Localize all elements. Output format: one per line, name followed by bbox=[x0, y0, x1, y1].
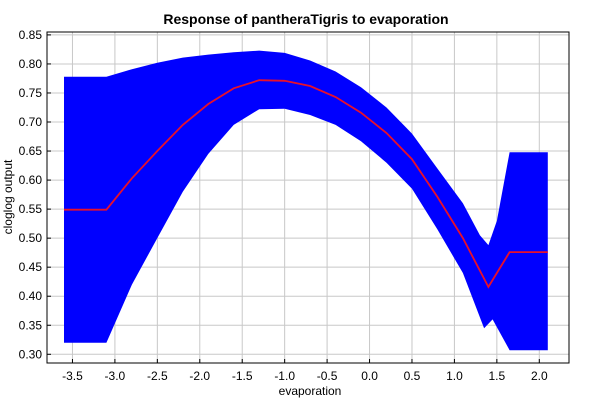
y-tick-label: 0.35 bbox=[19, 318, 43, 332]
y-tick-label: 0.80 bbox=[19, 57, 43, 71]
x-axis-label: evaporation bbox=[279, 384, 342, 398]
x-tick-label: 1.5 bbox=[489, 369, 506, 383]
y-tick-label: 0.65 bbox=[19, 144, 43, 158]
y-tick-label: 0.45 bbox=[19, 260, 43, 274]
x-tick-label: -3.0 bbox=[105, 369, 126, 383]
x-tick-label: 2.0 bbox=[531, 369, 548, 383]
y-tick-label: 0.50 bbox=[19, 231, 43, 245]
chart-title: Response of pantheraTigris to evaporatio… bbox=[163, 11, 448, 27]
response-line-path bbox=[64, 79, 548, 289]
x-tick-label: 1.0 bbox=[446, 369, 463, 383]
plot-frame bbox=[46, 31, 570, 364]
x-tick-label: -2.0 bbox=[189, 369, 210, 383]
y-tick-label: 0.85 bbox=[19, 28, 43, 42]
x-tick-label: -1.5 bbox=[232, 369, 253, 383]
response-line bbox=[64, 79, 548, 289]
y-tick-label: 0.60 bbox=[19, 173, 43, 187]
x-tick-label: -0.5 bbox=[317, 369, 338, 383]
x-tick-label: -1.0 bbox=[274, 369, 295, 383]
x-tick-label: 0.0 bbox=[361, 369, 378, 383]
x-tick-label: 0.5 bbox=[404, 369, 421, 383]
y-tick-label: 0.75 bbox=[19, 86, 43, 100]
y-tick-label: 0.70 bbox=[19, 115, 43, 129]
y-tick-label: 0.30 bbox=[19, 347, 43, 361]
confidence-band bbox=[64, 50, 548, 351]
y-axis-label: cloglog output bbox=[1, 159, 15, 234]
x-tick-label: -3.5 bbox=[62, 369, 83, 383]
y-tick-label: 0.55 bbox=[19, 202, 43, 216]
x-axis: -3.5 -3.0 -2.5 -2.0 -1.5 -1.0 -0.5 0.0 0.5 1.0 1.5… bbox=[62, 359, 548, 383]
x-tick-label: -2.5 bbox=[147, 369, 168, 383]
confidence-band-area bbox=[64, 50, 548, 351]
y-tick-label: 0.40 bbox=[19, 289, 43, 303]
y-axis: 0.30 0.35 0.40 0.45 0.50 0.55 0.60 0.65 0.70 0.75… bbox=[19, 28, 51, 361]
